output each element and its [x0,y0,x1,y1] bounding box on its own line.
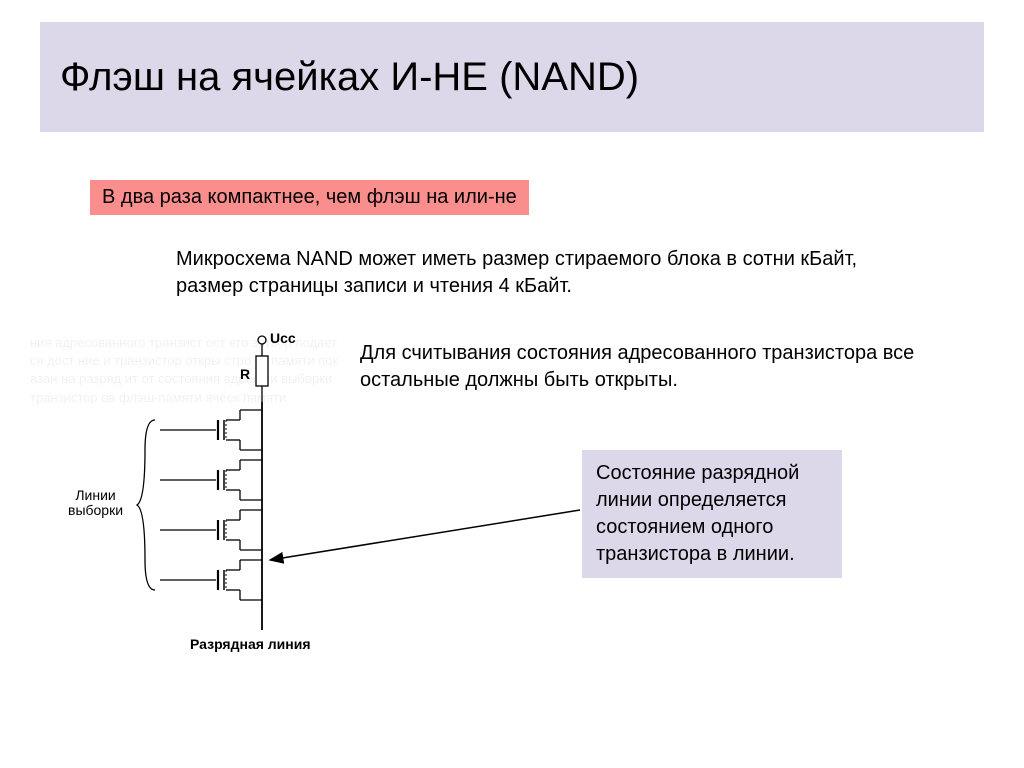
circuit-diagram: Ucc R Линиивыборки Разрядная линия [40,330,340,660]
slide-title: Флэш на ячейках И-НЕ (NAND) [60,55,639,100]
transistor-1 [160,410,262,450]
transistor-2 [160,460,262,500]
label-select-lines: Линиивыборки [68,488,123,519]
transistor-4 [160,560,262,600]
paragraph-2: Для считывания состояния адресованного т… [360,340,960,394]
label-ucc: Ucc [270,330,296,346]
transistor-3 [160,510,262,550]
highlight-box: В два раза компактнее, чем флэш на или-н… [90,180,529,215]
title-band: Флэш на ячейках И-НЕ (NAND) [40,22,984,132]
label-bit-line: Разрядная линия [190,636,311,652]
paragraph-1: Микросхема NAND может иметь размер стира… [176,246,916,300]
info-block: Состояние разрядной линии определяется с… [582,450,842,578]
label-r: R [240,366,250,382]
